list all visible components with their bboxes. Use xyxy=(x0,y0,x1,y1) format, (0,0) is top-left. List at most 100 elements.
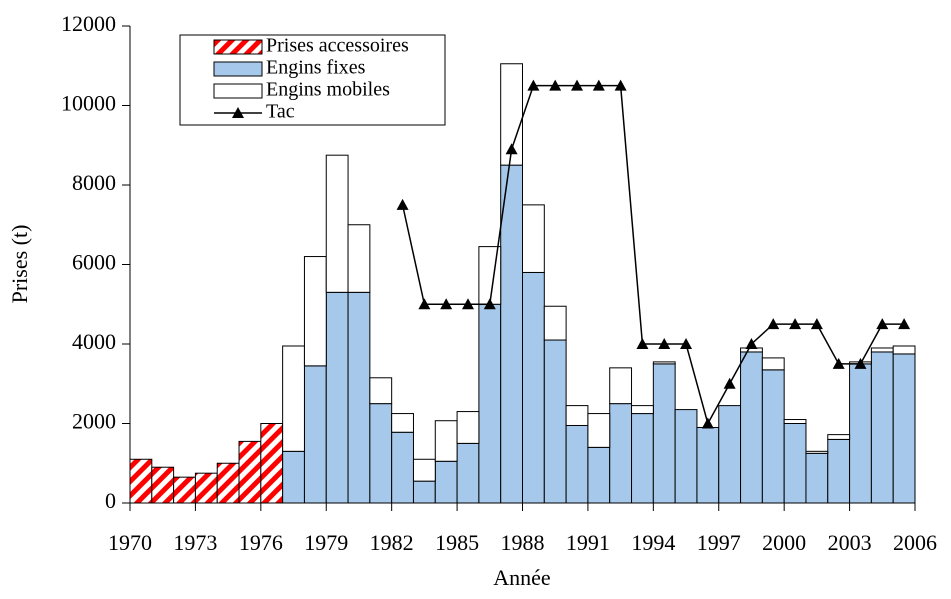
x-tick-label: 1985 xyxy=(435,530,479,555)
marker xyxy=(898,318,911,330)
bar xyxy=(129,458,153,504)
bar xyxy=(892,345,916,355)
bar xyxy=(827,434,851,440)
legend-label: Engins fixes xyxy=(266,57,366,79)
line xyxy=(401,84,905,426)
marker xyxy=(571,79,584,91)
marker xyxy=(549,79,562,91)
bar xyxy=(325,154,349,293)
bar xyxy=(369,403,393,504)
legend-swatch xyxy=(213,61,263,77)
marker xyxy=(614,79,627,91)
bar xyxy=(412,458,436,482)
bar xyxy=(783,419,807,424)
bar xyxy=(500,63,524,166)
bar xyxy=(565,424,589,504)
marker xyxy=(854,357,867,369)
marker xyxy=(701,417,714,429)
marker xyxy=(418,298,431,310)
bar xyxy=(434,460,458,504)
marker xyxy=(789,318,802,330)
x-tick-label: 2006 xyxy=(893,530,937,555)
marker xyxy=(832,357,845,369)
bar xyxy=(870,347,894,353)
marker xyxy=(440,298,453,310)
bar xyxy=(543,339,567,504)
y-tick-label: 12000 xyxy=(61,11,116,36)
bar xyxy=(652,361,676,365)
bar xyxy=(303,365,327,504)
bar xyxy=(282,450,305,504)
bar xyxy=(631,413,654,504)
marker xyxy=(505,143,518,155)
bar xyxy=(587,446,611,504)
bar xyxy=(391,431,414,504)
legend-marker xyxy=(232,107,244,118)
bar xyxy=(412,480,436,504)
x-tick-label: 1991 xyxy=(566,530,610,555)
y-tick-label: 10000 xyxy=(61,91,116,116)
bar xyxy=(805,452,829,504)
x-tick-label: 1994 xyxy=(631,530,675,555)
bar xyxy=(718,405,742,504)
x-tick-label: 1997 xyxy=(697,530,741,555)
bar xyxy=(282,345,305,452)
bar xyxy=(652,363,676,504)
bar xyxy=(478,303,502,504)
y-tick-label: 6000 xyxy=(72,250,116,275)
bar xyxy=(522,271,545,504)
x-tick-label: 1988 xyxy=(501,530,545,555)
bar xyxy=(260,423,284,504)
y-tick-label: 2000 xyxy=(72,409,116,434)
y-tick-label: 0 xyxy=(105,488,116,513)
bar xyxy=(609,367,633,405)
marker xyxy=(810,318,823,330)
bar xyxy=(609,403,633,504)
x-tick-label: 2003 xyxy=(828,530,872,555)
bar xyxy=(761,369,785,504)
bar xyxy=(631,405,654,415)
bar xyxy=(500,164,524,504)
legend-swatch xyxy=(213,83,263,99)
bar xyxy=(761,357,785,371)
y-tick-label: 8000 xyxy=(72,170,116,195)
legend-label: Engins mobiles xyxy=(266,79,390,101)
bar xyxy=(325,291,349,504)
bar xyxy=(805,450,829,454)
bar xyxy=(674,409,698,504)
marker xyxy=(767,318,780,330)
bar xyxy=(238,440,262,504)
marker xyxy=(723,377,736,389)
marker xyxy=(745,338,758,349)
bar xyxy=(216,462,240,504)
x-axis-title: Année xyxy=(493,565,550,590)
marker xyxy=(658,338,671,349)
y-tick-label: 4000 xyxy=(72,329,116,354)
bar xyxy=(369,377,393,405)
bar xyxy=(194,472,218,504)
marker xyxy=(680,338,693,349)
legend-label: Tac xyxy=(266,101,295,123)
bar xyxy=(565,405,589,426)
bar xyxy=(783,423,807,504)
bar xyxy=(696,426,720,504)
x-tick-label: 2000 xyxy=(762,530,806,555)
marker xyxy=(636,338,649,349)
legend-label: Prises accessoires xyxy=(266,35,409,57)
bar xyxy=(456,411,480,444)
legend-swatch xyxy=(213,39,263,55)
bar xyxy=(151,466,175,504)
bar xyxy=(173,476,196,504)
bar xyxy=(543,305,567,341)
bar xyxy=(391,413,414,433)
bar xyxy=(434,420,458,462)
bar xyxy=(870,351,894,504)
bar xyxy=(347,224,371,293)
bar xyxy=(892,353,916,504)
bar xyxy=(849,363,872,504)
x-tick-label: 1973 xyxy=(173,530,217,555)
bar xyxy=(740,351,763,504)
x-tick-label: 1979 xyxy=(304,530,348,555)
bar xyxy=(827,438,851,504)
